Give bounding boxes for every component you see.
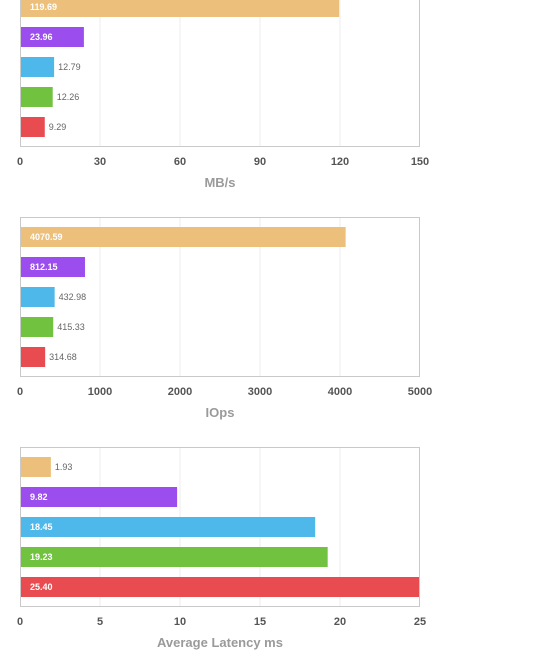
iops-x-tick-label: 2000: [168, 386, 192, 398]
latency-plot-frame: [20, 447, 420, 607]
mbps-bar: [20, 57, 55, 77]
mbps-x-tick-label: 150: [411, 156, 429, 168]
latency-x-tick-label: 5: [97, 616, 103, 628]
mbps-bar: [20, 0, 340, 17]
iops-bar: [20, 287, 55, 307]
mbps-bar: [20, 27, 84, 47]
latency-x-tick-label: 0: [17, 616, 23, 628]
iops-bar-value-label: 432.98: [59, 292, 87, 302]
latency-bar: [20, 487, 178, 507]
iops-bar: [20, 227, 346, 247]
latency-x-tick-label: 15: [254, 616, 266, 628]
latency-chart-svg: 1.93 9.82 18.45 19.23 25.40 0 5 10 15 20 25 Average…: [17, 447, 426, 650]
latency-bar: [20, 577, 420, 597]
mbps-bar-value-label: 119.69: [30, 2, 57, 12]
iops-x-tick-label: 3000: [248, 386, 272, 398]
latency-bar-value-label: 9.82: [30, 492, 48, 502]
iops-bar-value-label: 314.68: [49, 352, 77, 362]
mbps-chart: 119.69 23.96 12.79 12.26 9.29 0 30 60 90 120 150 MB…: [0, 0, 560, 197]
latency-bar: [20, 547, 328, 567]
iops-bar: [20, 317, 54, 337]
mbps-x-tick-label: 60: [174, 156, 186, 168]
mbps-x-tick-label: 90: [254, 156, 266, 168]
latency-x-tick-label: 25: [414, 616, 426, 628]
mbps-bar-value-label: 23.96: [30, 32, 53, 42]
iops-bar-value-label: 812.15: [30, 262, 58, 272]
latency-x-tick-label: 20: [334, 616, 346, 628]
mbps-bar: [20, 117, 45, 137]
mbps-bar-value-label: 12.26: [57, 92, 80, 102]
latency-bar-value-label: 25.40: [30, 582, 53, 592]
mbps-plot-frame: [20, 0, 420, 147]
latency-chart: 1.93 9.82 18.45 19.23 25.40 0 5 10 15 20 25 Average…: [0, 447, 560, 657]
iops-chart: 4070.59 812.15 432.98 415.33 314.68 0 1000 2000…: [0, 217, 560, 427]
iops-bar-value-label: 415.33: [57, 322, 85, 332]
latency-x-axis-label: Average Latency ms: [157, 635, 283, 650]
mbps-bar-value-label: 9.29: [49, 122, 67, 132]
mbps-x-axis-label: MB/s: [204, 175, 235, 190]
iops-plot-frame: [20, 217, 420, 377]
mbps-x-tick-label: 120: [331, 156, 349, 168]
mbps-chart-svg: 119.69 23.96 12.79 12.26 9.29 0 30 60 90 120 150 MB…: [17, 0, 429, 190]
iops-x-tick-label: 1000: [88, 386, 112, 398]
latency-bar-value-label: 19.23: [30, 552, 53, 562]
latency-x-tick-label: 10: [174, 616, 186, 628]
latency-bar-value-label: 18.45: [30, 522, 53, 532]
iops-bar: [20, 347, 46, 367]
mbps-x-tick-label: 0: [17, 156, 23, 168]
mbps-x-tick-label: 30: [94, 156, 106, 168]
iops-x-tick-label: 5000: [408, 386, 432, 398]
latency-bar: [20, 457, 51, 477]
iops-x-tick-label: 4000: [328, 386, 352, 398]
iops-x-tick-label: 0: [17, 386, 23, 398]
iops-bar-value-label: 4070.59: [30, 232, 63, 242]
latency-bar: [20, 517, 316, 537]
mbps-bar-value-label: 12.79: [58, 62, 81, 72]
latency-bar-value-label: 1.93: [55, 462, 73, 472]
iops-chart-svg: 4070.59 812.15 432.98 415.33 314.68 0 1000 2000…: [17, 217, 432, 420]
iops-bar: [20, 257, 85, 277]
iops-x-axis-label: IOps: [206, 405, 235, 420]
mbps-bar: [20, 87, 53, 107]
